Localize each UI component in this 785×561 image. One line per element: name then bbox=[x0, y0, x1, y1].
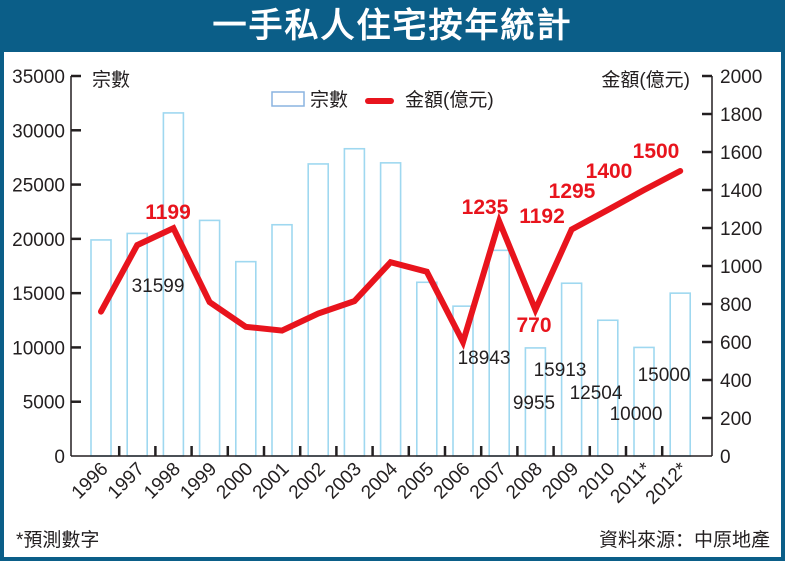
bar-data-label: 15913 bbox=[534, 360, 587, 381]
right-tick-label: 200 bbox=[720, 409, 752, 430]
footer-note: *預測數字 bbox=[16, 529, 99, 551]
x-tick-label: 1999 bbox=[176, 459, 221, 504]
bar-2005 bbox=[415, 281, 438, 457]
right-tick-label: 0 bbox=[720, 447, 731, 468]
left-tick-label: 25000 bbox=[12, 176, 65, 197]
left-tick-label: 20000 bbox=[12, 230, 65, 251]
bar-data-label: 31599 bbox=[132, 276, 185, 297]
x-tick-label: 2008 bbox=[502, 459, 547, 504]
bar-1997 bbox=[126, 232, 148, 457]
left-axis-title: 宗數 bbox=[92, 69, 130, 91]
line-data-label: 1192 bbox=[519, 205, 565, 228]
x-tick-label: 1997 bbox=[104, 459, 149, 504]
left-tick-label: 10000 bbox=[12, 338, 65, 359]
footer-source: 資料來源：中原地產 bbox=[599, 529, 770, 551]
x-tick-label: 2003 bbox=[321, 459, 366, 504]
line-data-label: 1235 bbox=[462, 196, 509, 219]
legend-bar-swatch bbox=[271, 91, 305, 107]
left-tick-label: 5000 bbox=[23, 393, 65, 414]
bar-2011* bbox=[633, 346, 655, 457]
left-tick-label: 15000 bbox=[12, 284, 65, 305]
x-tick-label: 2000 bbox=[213, 459, 258, 504]
right-tick-label: 1600 bbox=[720, 143, 762, 164]
line-data-label: 770 bbox=[516, 314, 551, 337]
right-tick-label: 2000 bbox=[720, 67, 762, 88]
line-data-label: 1295 bbox=[549, 180, 596, 203]
right-tick-label: 1200 bbox=[720, 219, 762, 240]
bar-1999 bbox=[198, 219, 221, 457]
bar-1996 bbox=[90, 239, 112, 457]
bar-2000 bbox=[235, 260, 257, 457]
bar-data-label: 10000 bbox=[610, 404, 663, 425]
left-tick-label: 30000 bbox=[12, 121, 65, 142]
left-tick-label: 35000 bbox=[12, 67, 65, 88]
line-data-label: 1400 bbox=[586, 160, 633, 183]
legend-bar-label: 宗數 bbox=[310, 89, 348, 111]
left-tick-label: 0 bbox=[54, 447, 65, 468]
x-tick-label: 2002 bbox=[285, 459, 330, 504]
x-tick-label: 2007 bbox=[466, 459, 511, 504]
bar-data-label: 15000 bbox=[638, 365, 691, 386]
chart-title: 一手私人住宅按年統計 bbox=[0, 0, 785, 52]
bar-2004 bbox=[379, 162, 402, 457]
bar-data-label: 12504 bbox=[570, 383, 623, 404]
right-tick-label: 1000 bbox=[720, 257, 762, 278]
legend-line-label: 金額(億元) bbox=[405, 89, 494, 111]
x-tick-label: 1998 bbox=[140, 459, 185, 504]
x-tick-label: 2009 bbox=[538, 459, 583, 504]
right-tick-label: 600 bbox=[720, 333, 752, 354]
x-tick-label: 2006 bbox=[430, 459, 475, 504]
right-tick-label: 1400 bbox=[720, 181, 762, 202]
right-tick-label: 400 bbox=[720, 371, 752, 392]
x-tick-label: 2001 bbox=[249, 459, 294, 504]
right-tick-label: 800 bbox=[720, 295, 752, 316]
bar-data-label: 9955 bbox=[513, 393, 555, 414]
x-tick-label: 2005 bbox=[394, 459, 439, 504]
x-tick-label: 2004 bbox=[357, 458, 402, 503]
line-data-label: 1199 bbox=[145, 201, 191, 224]
x-tick-label: 1996 bbox=[68, 459, 113, 504]
x-tick-label: 2012* bbox=[642, 458, 692, 508]
line-data-label: 1500 bbox=[633, 140, 680, 163]
bar-2001 bbox=[271, 223, 293, 457]
bar-data-label: 18943 bbox=[458, 348, 511, 369]
right-tick-label: 1800 bbox=[720, 105, 762, 126]
right-axis-title: 金額(億元) bbox=[601, 69, 690, 91]
